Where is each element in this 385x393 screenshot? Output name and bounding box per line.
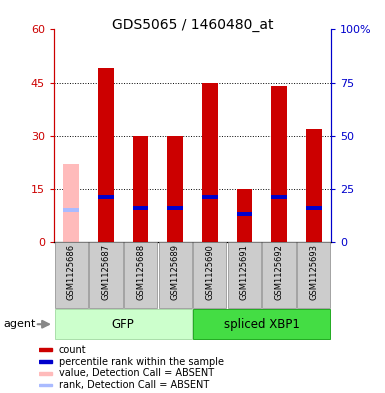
Bar	[237, 189, 252, 242]
Text: count: count	[59, 345, 87, 355]
FancyBboxPatch shape	[124, 242, 157, 308]
FancyBboxPatch shape	[228, 242, 261, 308]
Bar	[202, 83, 218, 242]
Bar	[64, 208, 79, 212]
Bar	[306, 206, 321, 210]
Bar	[38, 372, 52, 375]
Text: GSM1125690: GSM1125690	[205, 244, 214, 300]
Text: GSM1125692: GSM1125692	[275, 244, 284, 300]
Bar	[38, 360, 52, 363]
Text: spliced XBP1: spliced XBP1	[224, 318, 300, 331]
Bar	[98, 68, 114, 242]
Text: GFP: GFP	[112, 318, 135, 331]
Text: GDS5065 / 1460480_at: GDS5065 / 1460480_at	[112, 18, 273, 32]
FancyBboxPatch shape	[263, 242, 296, 308]
Text: GSM1125687: GSM1125687	[101, 244, 110, 301]
FancyBboxPatch shape	[193, 309, 330, 339]
Text: value, Detection Call = ABSENT: value, Detection Call = ABSENT	[59, 368, 214, 378]
Text: GSM1125686: GSM1125686	[67, 244, 76, 301]
Bar	[271, 86, 287, 242]
Bar	[38, 349, 52, 351]
FancyBboxPatch shape	[55, 242, 88, 308]
Bar	[306, 129, 321, 242]
FancyBboxPatch shape	[159, 242, 192, 308]
Text: GSM1125688: GSM1125688	[136, 244, 145, 301]
Bar	[237, 212, 252, 216]
Bar	[271, 195, 287, 199]
Text: GSM1125691: GSM1125691	[240, 244, 249, 300]
Bar	[64, 164, 79, 242]
FancyBboxPatch shape	[193, 242, 226, 308]
Bar	[133, 136, 148, 242]
FancyBboxPatch shape	[297, 242, 330, 308]
Bar	[167, 206, 183, 210]
Text: GSM1125693: GSM1125693	[309, 244, 318, 300]
Text: percentile rank within the sample: percentile rank within the sample	[59, 356, 224, 367]
FancyBboxPatch shape	[55, 309, 192, 339]
Text: GSM1125689: GSM1125689	[171, 244, 180, 300]
FancyBboxPatch shape	[89, 242, 122, 308]
Text: rank, Detection Call = ABSENT: rank, Detection Call = ABSENT	[59, 380, 209, 390]
Bar	[38, 384, 52, 386]
Bar	[133, 206, 148, 210]
Bar	[202, 195, 218, 199]
Bar	[98, 195, 114, 199]
Text: agent: agent	[4, 319, 36, 329]
Bar	[167, 136, 183, 242]
